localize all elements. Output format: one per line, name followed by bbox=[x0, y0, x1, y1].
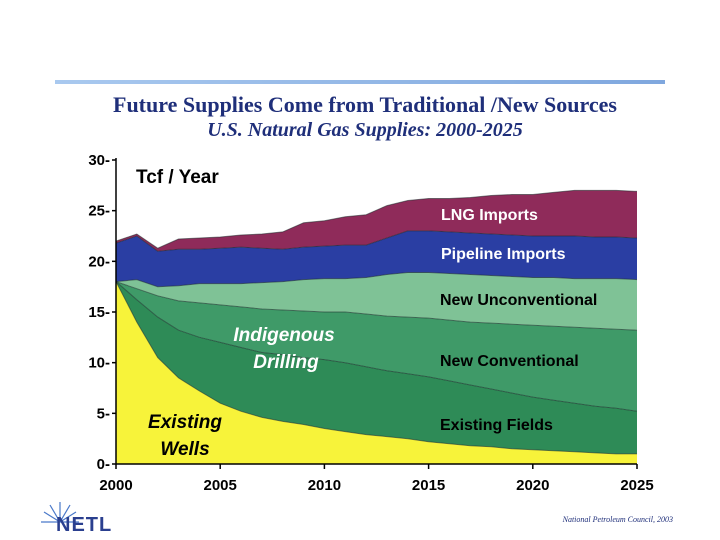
header-rule bbox=[55, 80, 665, 84]
boundary-new-unconventional bbox=[115, 272, 638, 288]
label-lng-imports: LNG Imports bbox=[441, 207, 538, 224]
label-drilling: Drilling bbox=[253, 352, 319, 373]
area-new-unconventional bbox=[116, 272, 637, 331]
label-existing-fields: Existing Fields bbox=[440, 417, 553, 434]
label-wells: Wells bbox=[160, 439, 209, 460]
boundary-existing-fields bbox=[115, 281, 638, 412]
netl-logo-text: NETL bbox=[56, 514, 113, 536]
axes: 0- 5- 10- 15- 20- 25- 30- 2000 2005 2010 2015 2020 2… bbox=[88, 152, 653, 494]
y-tick-label: 30- bbox=[88, 152, 110, 169]
y-tick-label: 5- bbox=[97, 405, 110, 422]
label-new-unconventional: New Unconventional bbox=[440, 292, 597, 309]
chart-subtitle: U.S. Natural Gas Supplies: 2000-2025 bbox=[207, 119, 523, 141]
label-new-conventional: New Conventional bbox=[440, 353, 579, 370]
area-existing-wells bbox=[116, 281, 637, 464]
x-tick-label: 2025 bbox=[620, 477, 653, 494]
area-lng-imports bbox=[116, 190, 637, 252]
gas-supply-area-chart: 0- 5- 10- 15- 20- 25- 30- 2000 2005 2010 2015 2020 2… bbox=[88, 152, 653, 494]
y-tick-label: 0- bbox=[97, 456, 110, 473]
y-unit-label: Tcf / Year bbox=[136, 167, 219, 188]
source-citation: National Petroleum Council, 2003 bbox=[562, 515, 673, 524]
netl-logo-icon bbox=[41, 502, 79, 523]
page-title: Future Supplies Come from Traditional /N… bbox=[113, 92, 617, 117]
x-tick-label: 2010 bbox=[308, 477, 341, 494]
area-new-conventional bbox=[116, 281, 637, 412]
x-tick-label: 2015 bbox=[412, 477, 445, 494]
boundary-lng-imports bbox=[115, 189, 638, 249]
x-tick-label: 2000 bbox=[99, 477, 132, 494]
y-tick-label: 20- bbox=[88, 253, 110, 270]
area-existing-fields bbox=[116, 281, 637, 454]
label-indigenous: Indigenous bbox=[233, 325, 334, 346]
label-existing: Existing bbox=[148, 412, 222, 433]
boundary-new-conventional bbox=[115, 281, 638, 331]
label-pipeline-imports: Pipeline Imports bbox=[441, 246, 566, 263]
boundary-existing-wells bbox=[115, 281, 637, 455]
y-tick-label: 25- bbox=[88, 203, 110, 220]
boundary-pipeline-imports bbox=[115, 230, 638, 252]
x-tick-label: 2020 bbox=[516, 477, 549, 494]
y-tick-label: 15- bbox=[88, 304, 110, 321]
area-pipeline-imports bbox=[116, 230, 637, 287]
y-tick-label: 10- bbox=[88, 355, 110, 372]
series-boundary-lines bbox=[115, 189, 638, 455]
x-tick-label: 2005 bbox=[204, 477, 237, 494]
area-layers bbox=[116, 190, 637, 464]
